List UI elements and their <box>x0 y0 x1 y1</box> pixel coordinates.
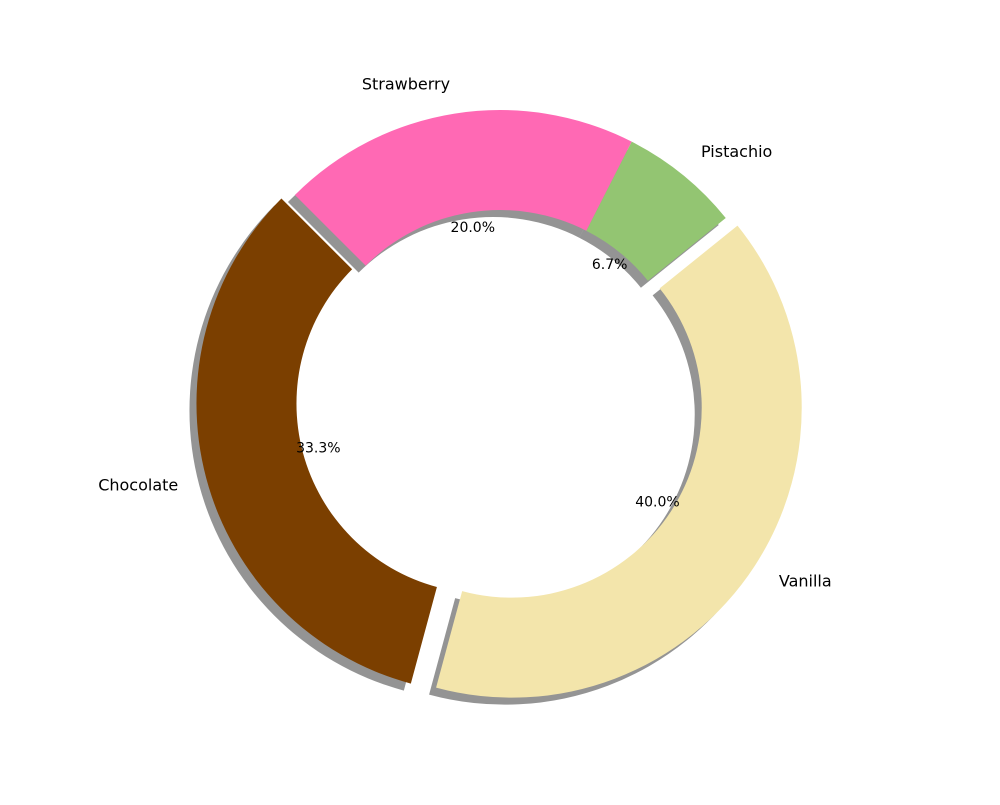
slice-label-chocolate: Chocolate <box>98 475 178 494</box>
wedge-strawberry <box>294 110 632 266</box>
wedge-layer <box>196 110 802 698</box>
pct-label-pistachio: 6.7% <box>592 257 628 273</box>
slice-label-strawberry: Strawberry <box>362 74 450 93</box>
label-layer: Chocolate 33.3% Vanilla 40.0% Pistachio 6.7% S… <box>98 74 831 590</box>
pct-label-strawberry: 20.0% <box>451 220 495 236</box>
pct-label-vanilla: 40.0% <box>635 495 679 511</box>
slice-label-pistachio: Pistachio <box>701 142 772 161</box>
pct-label-chocolate: 33.3% <box>296 440 340 456</box>
wedge-pistachio <box>586 141 726 281</box>
wedge-chocolate <box>196 198 437 684</box>
wedge-vanilla <box>436 225 802 698</box>
slice-label-vanilla: Vanilla <box>779 571 832 590</box>
